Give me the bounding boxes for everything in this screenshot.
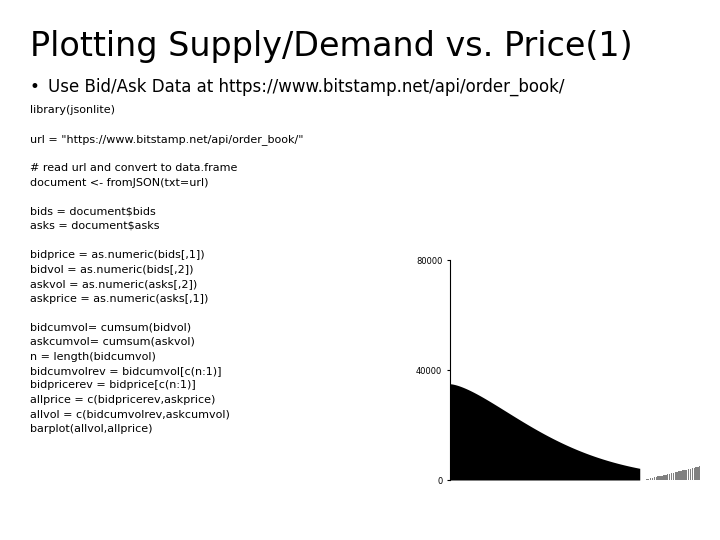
Text: n = length(bidcumvol): n = length(bidcumvol) bbox=[30, 352, 156, 361]
Text: Use Bid/Ask Data at https://www.bitstamp.net/api/order_book/: Use Bid/Ask Data at https://www.bitstamp… bbox=[48, 78, 564, 96]
Bar bbox=[660, 476, 661, 480]
Bar bbox=[652, 478, 653, 480]
Text: bidvol = as.numeric(bids[,2]): bidvol = as.numeric(bids[,2]) bbox=[30, 265, 194, 274]
Text: barplot(allvol,allprice): barplot(allvol,allprice) bbox=[30, 424, 153, 434]
Bar bbox=[663, 475, 665, 480]
Text: allprice = c(bidpricerev,askprice): allprice = c(bidpricerev,askprice) bbox=[30, 395, 215, 405]
Bar bbox=[667, 474, 668, 480]
Bar bbox=[680, 471, 682, 480]
Bar bbox=[657, 476, 659, 480]
Text: •: • bbox=[30, 78, 40, 96]
Text: url = "https://www.bitstamp.net/api/order_book/": url = "https://www.bitstamp.net/api/orde… bbox=[30, 134, 304, 145]
Text: Plotting Supply/Demand vs. Price(1): Plotting Supply/Demand vs. Price(1) bbox=[30, 30, 633, 63]
Bar bbox=[688, 469, 689, 480]
Text: askcumvol= cumsum(askvol): askcumvol= cumsum(askvol) bbox=[30, 337, 195, 347]
Bar bbox=[671, 473, 672, 480]
Bar bbox=[650, 478, 652, 480]
Bar bbox=[648, 479, 649, 480]
Bar bbox=[665, 475, 667, 480]
Bar bbox=[684, 470, 685, 480]
Text: askprice = as.numeric(asks[,1]): askprice = as.numeric(asks[,1]) bbox=[30, 294, 208, 303]
Bar bbox=[693, 468, 695, 480]
Text: allvol = c(bidcumvolrev,askcumvol): allvol = c(bidcumvolrev,askcumvol) bbox=[30, 409, 230, 420]
Bar bbox=[692, 468, 693, 480]
Text: askvol = as.numeric(asks[,2]): askvol = as.numeric(asks[,2]) bbox=[30, 279, 197, 289]
Text: # read url and convert to data.frame: # read url and convert to data.frame bbox=[30, 163, 238, 173]
Text: bidcumvol= cumsum(bidvol): bidcumvol= cumsum(bidvol) bbox=[30, 322, 191, 333]
Bar bbox=[654, 477, 655, 480]
Bar bbox=[678, 471, 680, 480]
Bar bbox=[696, 467, 697, 480]
Bar bbox=[675, 472, 676, 480]
Text: asks = document$asks: asks = document$asks bbox=[30, 221, 160, 231]
Bar bbox=[676, 472, 678, 480]
Bar bbox=[682, 470, 684, 480]
Bar bbox=[661, 476, 662, 480]
Bar bbox=[669, 474, 670, 480]
Bar bbox=[686, 469, 688, 480]
Bar bbox=[655, 477, 657, 480]
Bar bbox=[690, 469, 691, 480]
Bar bbox=[699, 466, 701, 480]
Bar bbox=[698, 467, 699, 480]
Text: bidpricerev = bidprice[c(n:1)]: bidpricerev = bidprice[c(n:1)] bbox=[30, 381, 196, 390]
Text: library(jsonlite): library(jsonlite) bbox=[30, 105, 115, 115]
Text: bidprice = as.numeric(bids[,1]): bidprice = as.numeric(bids[,1]) bbox=[30, 250, 204, 260]
Bar bbox=[672, 472, 674, 480]
Text: bidcumvolrev = bidcumvol[c(n:1)]: bidcumvolrev = bidcumvol[c(n:1)] bbox=[30, 366, 222, 376]
Text: document <- fromJSON(txt=url): document <- fromJSON(txt=url) bbox=[30, 178, 209, 187]
Text: bids = document$bids: bids = document$bids bbox=[30, 206, 156, 217]
